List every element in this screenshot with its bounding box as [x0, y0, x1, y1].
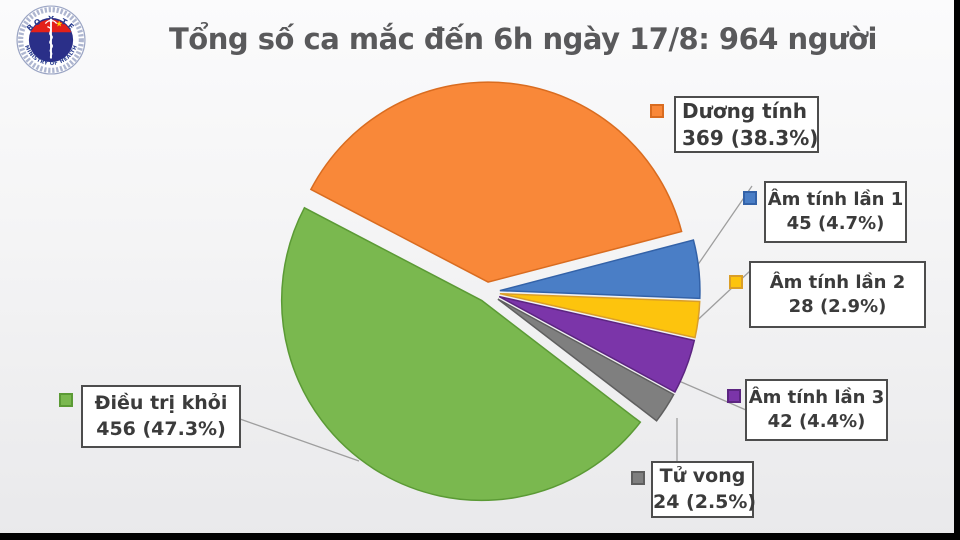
pie-slice-4	[498, 295, 696, 394]
callout-label: Dương tính	[682, 99, 807, 124]
logo-star: ★	[56, 19, 63, 29]
legend-marker-duong-tinh	[650, 104, 664, 118]
letterbox-right-bar	[954, 0, 960, 540]
pie-slice-2	[499, 239, 701, 300]
callout-am-tinh-lan-2: Âm tính lần 2 28 (2.9%)	[749, 261, 926, 328]
leader-line	[239, 418, 360, 462]
pie-slice-5	[497, 298, 675, 422]
callout-am-tinh-lan-3: Âm tính lần 3 42 (4.4%)	[745, 379, 888, 441]
callout-label: Tử vong	[659, 465, 746, 488]
logo-svg: ★ BO Y TE MINISTRY OF HEALTH	[16, 5, 86, 75]
logo-laurel-ring	[18, 7, 84, 73]
callout-value: 24 (2.5%)	[653, 490, 757, 513]
callout-value: 45 (4.7%)	[786, 213, 885, 234]
callout-value: 42 (4.4%)	[767, 411, 866, 432]
callout-value: 369 (38.3%)	[682, 125, 819, 150]
callout-dieu-tri-khoi: Điều trị khỏi 456 (47.3%)	[81, 385, 241, 448]
leader-line	[678, 380, 747, 411]
callout-am-tinh-lan-1: Âm tính lần 1 45 (4.7%)	[764, 181, 907, 243]
legend-marker-tu-vong	[631, 471, 645, 485]
legend-marker-am-tinh-lan-3	[727, 389, 741, 403]
legend-marker-am-tinh-lan-1	[743, 191, 757, 205]
pie-slice-3	[499, 292, 701, 339]
logo-caduceus-icon	[44, 18, 58, 59]
pie-slice-1	[309, 81, 683, 283]
callout-duong-tinh: Dương tính 369 (38.3%)	[674, 96, 819, 153]
legend-marker-am-tinh-lan-2	[729, 275, 743, 289]
callout-label: Điều trị khỏi	[94, 392, 228, 415]
callout-value: 456 (47.3%)	[96, 417, 226, 440]
callout-tu-vong: Tử vong 24 (2.5%)	[651, 461, 757, 518]
chart-title: Tổng số ca mắc đến 6h ngày 17/8: 964 ngư…	[169, 22, 877, 56]
ministry-of-health-logo: ★ BO Y TE MINISTRY OF HEALTH	[15, 4, 87, 76]
callout-label: Âm tính lần 2	[769, 271, 906, 293]
leader-line	[696, 185, 753, 267]
letterbox-bottom-bar	[0, 533, 960, 540]
callout-value: 28 (2.9%)	[788, 295, 887, 317]
callout-label: Âm tính lần 3	[748, 387, 885, 409]
legend-marker-dieu-tri-khoi	[59, 393, 73, 407]
pie-slice-6	[280, 206, 642, 502]
callout-label: Âm tính lần 1	[767, 189, 904, 211]
